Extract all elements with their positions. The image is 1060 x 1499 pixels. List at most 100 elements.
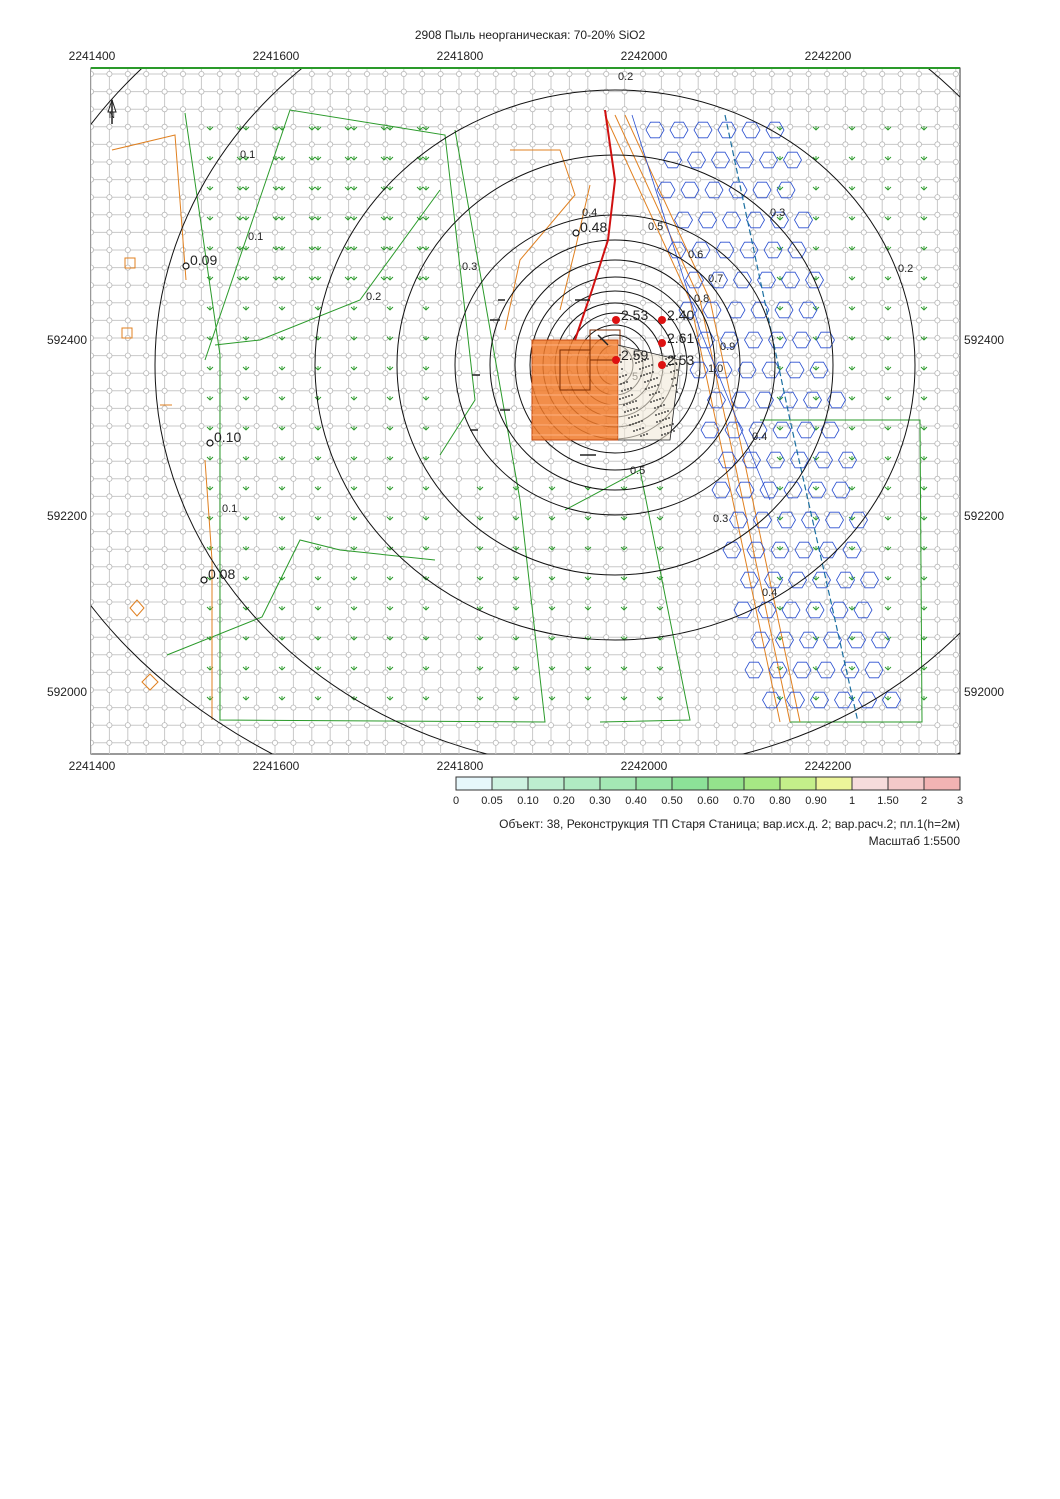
grid-node: [455, 634, 462, 641]
grid-node: [437, 563, 444, 570]
grid-node: [290, 510, 297, 517]
grid-node: [750, 528, 757, 535]
hatch-cell: [770, 541, 790, 559]
grass-mark: [278, 516, 286, 521]
grid-node: [952, 528, 959, 535]
grid-node: [511, 123, 518, 130]
grid-node: [492, 563, 499, 570]
stockpile-dot: [655, 392, 657, 394]
grass-mark: [656, 486, 664, 491]
grass-mark: [386, 636, 394, 641]
max-point: [612, 356, 620, 364]
grid-node: [437, 616, 444, 623]
grass-mark: [548, 606, 556, 611]
grid-node: [363, 211, 370, 218]
grass-mark: [776, 216, 784, 221]
hatch-cell: [674, 211, 693, 229]
stockpile-dot: [648, 387, 650, 389]
hatch-cell: [825, 511, 844, 529]
grid-node: [308, 546, 315, 553]
grid-node: [934, 422, 941, 429]
grid-node: [860, 475, 867, 482]
grid-node: [363, 493, 370, 500]
grid-node: [235, 687, 242, 694]
hatch-cell: [849, 511, 868, 529]
stockpile-dot: [641, 360, 643, 362]
grid-node: [198, 405, 205, 412]
grid-node: [382, 352, 389, 359]
grass-mark: [422, 426, 430, 431]
grid-node: [548, 71, 555, 78]
stockpile-dot: [664, 411, 666, 413]
grid-node: [253, 722, 260, 729]
grid-node: [382, 651, 389, 658]
stockpile-dot: [656, 421, 658, 423]
grass-mark: [344, 216, 352, 221]
grid-node: [290, 458, 297, 465]
grid-node: [437, 546, 444, 553]
grid-node: [603, 194, 610, 201]
grid-node: [952, 510, 959, 517]
grid-node: [584, 229, 591, 236]
grid-node: [327, 458, 334, 465]
grid-node: [308, 264, 315, 271]
grid-node: [805, 405, 812, 412]
grass-mark: [512, 576, 520, 581]
grass-mark: [848, 456, 856, 461]
grid-node: [290, 722, 297, 729]
grass-mark: [308, 246, 316, 251]
hatch-cell: [801, 511, 820, 529]
grid-node: [161, 71, 168, 78]
grid-node: [621, 493, 628, 500]
grass-mark: [620, 546, 628, 551]
grass-mark: [314, 666, 322, 671]
grid-node: [787, 71, 794, 78]
grass-mark: [386, 246, 394, 251]
grass-mark: [278, 636, 286, 641]
grid-node: [640, 299, 647, 306]
grid-node: [437, 581, 444, 588]
grid-node: [952, 704, 959, 711]
grid-node: [511, 599, 518, 606]
grid-node: [290, 493, 297, 500]
hatch-cell: [783, 151, 802, 169]
grid-node: [805, 651, 812, 658]
grid-node: [419, 563, 426, 570]
grid-node: [474, 704, 481, 711]
grid-node: [842, 264, 849, 271]
grid-node: [198, 422, 205, 429]
grid-node: [879, 141, 886, 148]
grid-node: [91, 722, 94, 729]
grass-mark: [812, 366, 820, 371]
grid-node: [529, 669, 536, 676]
grid-node: [437, 106, 444, 113]
legend-label: 2: [921, 795, 927, 807]
grid-node: [179, 616, 186, 623]
grid-node: [879, 687, 886, 694]
grid-node: [713, 229, 720, 236]
grid-node: [382, 317, 389, 324]
grid-node: [658, 106, 665, 113]
grid-node: [584, 528, 591, 535]
grass-mark: [344, 186, 352, 191]
grid-node: [345, 141, 352, 148]
stockpile-dot: [664, 433, 666, 435]
grid-node: [566, 317, 573, 324]
grid-node: [179, 282, 186, 289]
grid-node: [161, 528, 168, 535]
grid-node: [676, 440, 683, 447]
legend-swatch: [671, 776, 709, 791]
grid-node: [400, 651, 407, 658]
grid-node: [419, 299, 426, 306]
grid-node: [640, 581, 647, 588]
stockpile-dot: [670, 371, 672, 373]
grid-node: [676, 510, 683, 517]
grid-node: [437, 229, 444, 236]
legend-swatch: [815, 776, 853, 791]
grid-node: [511, 229, 518, 236]
grid-node: [916, 722, 923, 729]
grid-node: [106, 634, 113, 641]
grid-node: [106, 264, 113, 271]
grid-node: [437, 493, 444, 500]
grass-mark: [812, 606, 820, 611]
